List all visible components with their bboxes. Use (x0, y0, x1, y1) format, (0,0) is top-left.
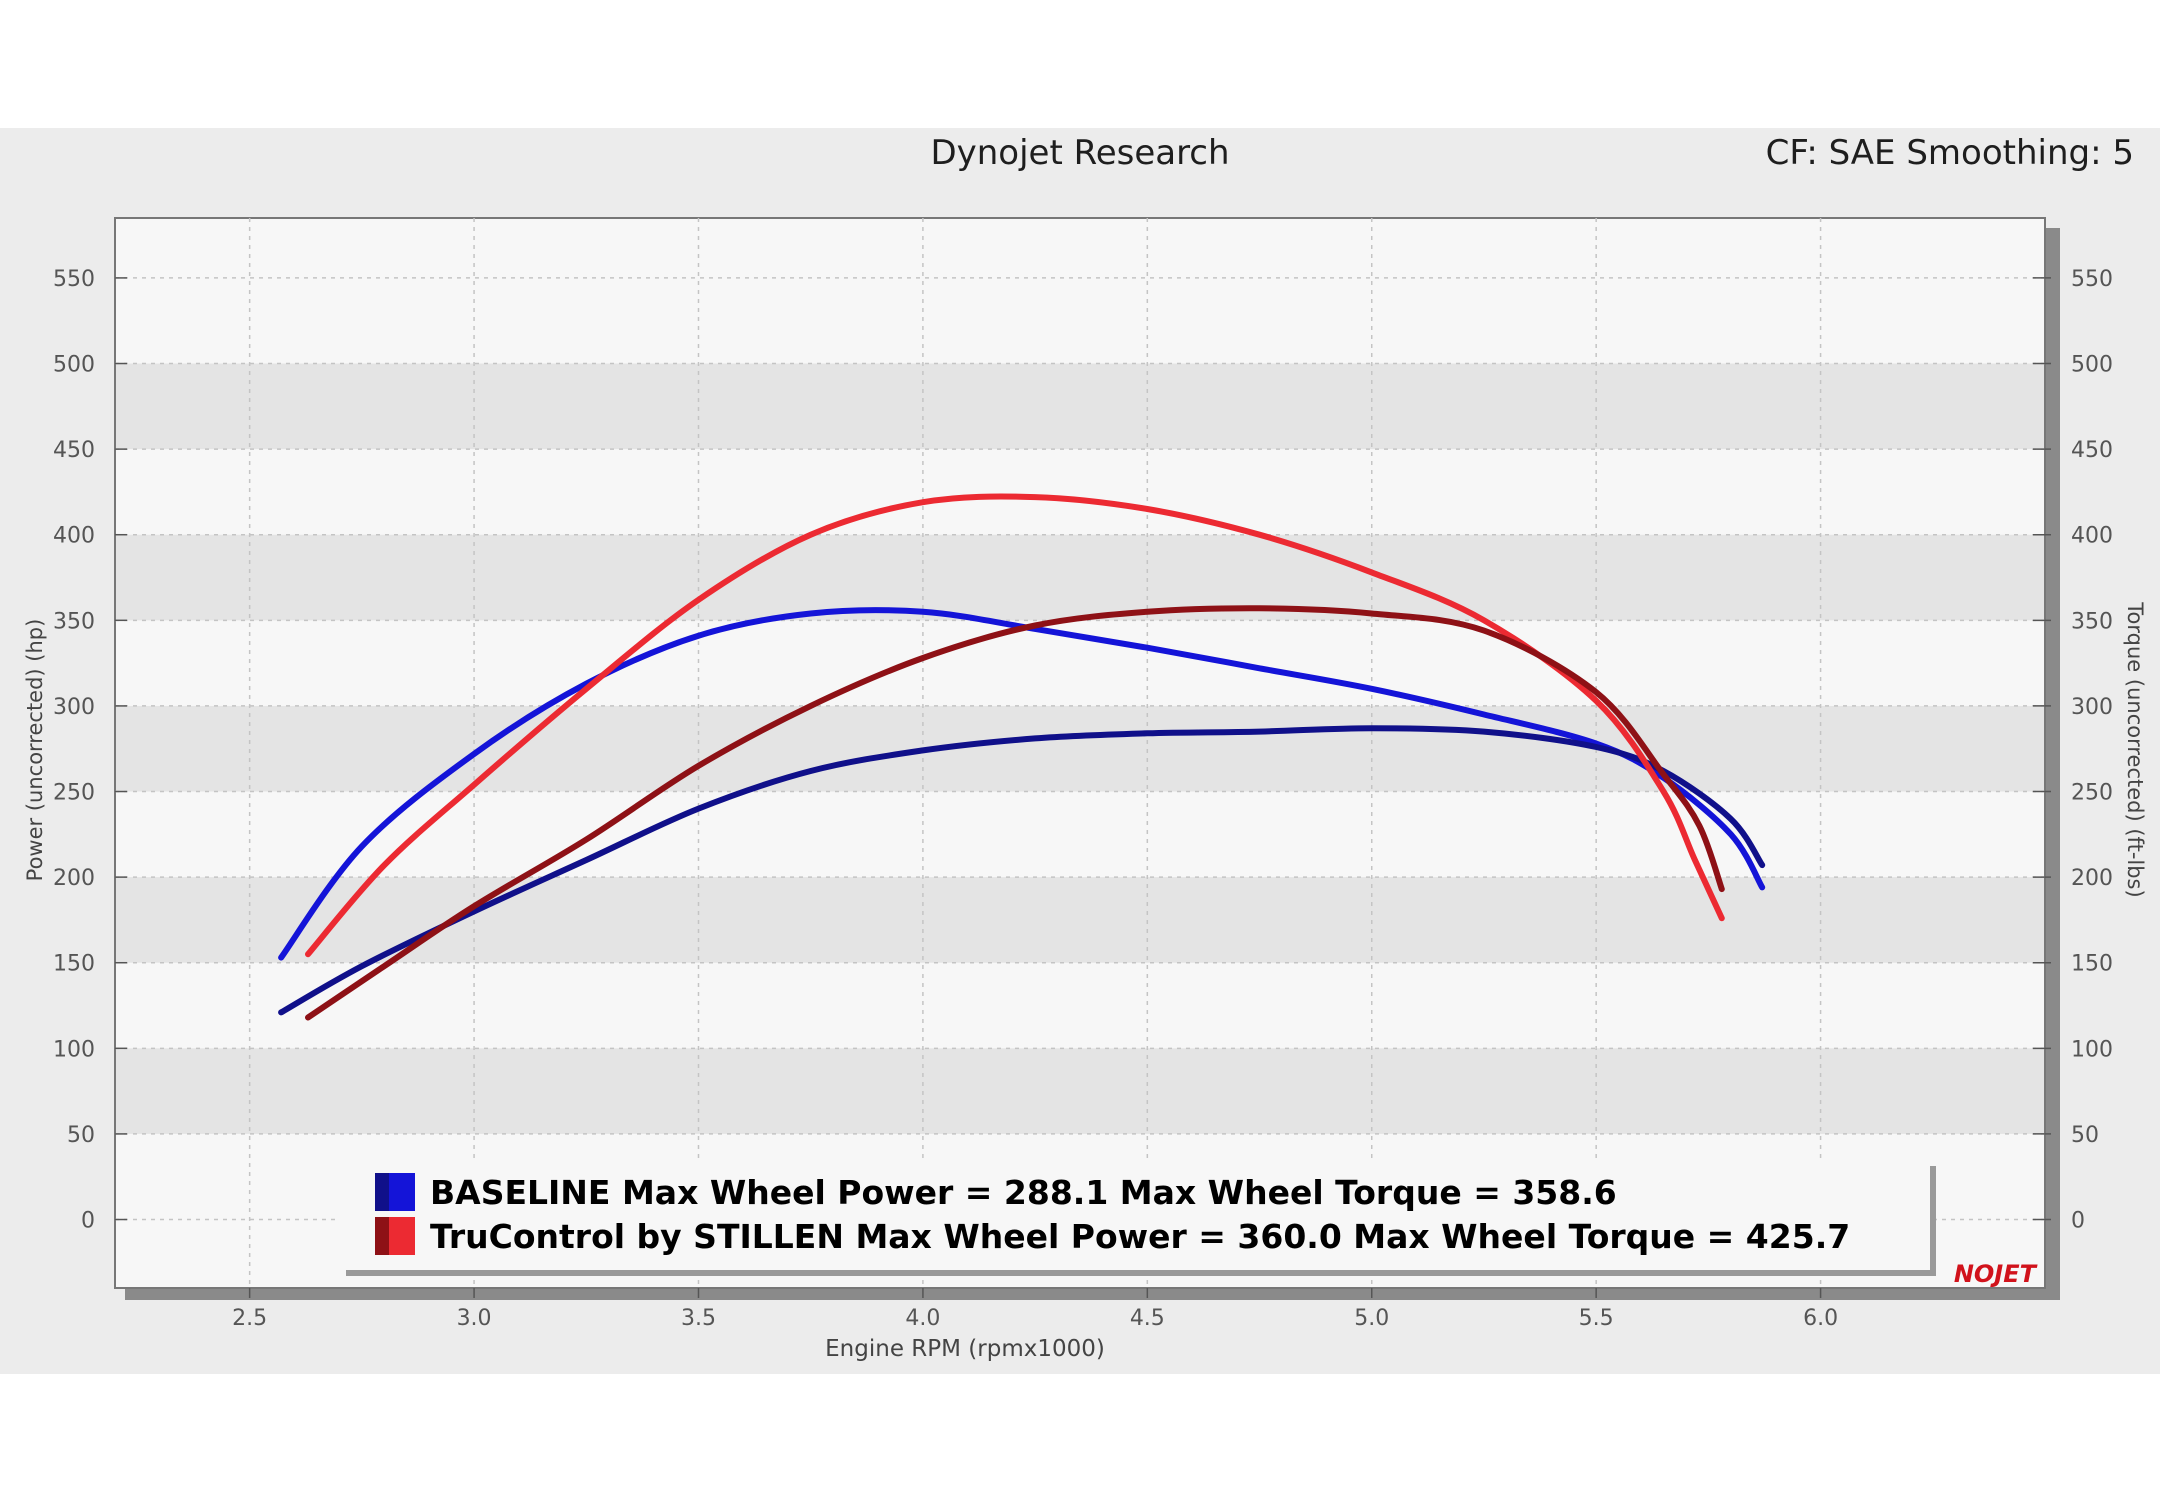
y-tick-label-right: 100 (2071, 1037, 2113, 1062)
y-tick-label-left: 550 (53, 267, 95, 292)
y-tick-label-right: 400 (2071, 524, 2113, 549)
y-axis-label-left: Power (uncorrected) (hp) (23, 619, 47, 882)
plot-band (116, 705, 2044, 792)
x-tick-label: 2.5 (232, 1306, 267, 1331)
y-tick-label-left: 50 (67, 1123, 95, 1148)
y-tick-label-right: 50 (2071, 1123, 2099, 1148)
legend-box (340, 1160, 1930, 1270)
y-tick-label-left: 400 (53, 524, 95, 549)
legend-swatch-baseline-dark (375, 1173, 389, 1211)
series-lines (278, 493, 1766, 1021)
y-tick-label-right: 350 (2071, 609, 2113, 634)
chart-settings: CF: SAE Smoothing: 5 (1766, 133, 2134, 173)
y-tick-label-left: 250 (53, 781, 95, 806)
x-tick-label: 4.0 (905, 1306, 940, 1331)
y-tick-label-left: 0 (81, 1209, 95, 1234)
y-axis-right: 0 50 100 150 200 250 300 350 400 450 500 550 (2033, 267, 2113, 1234)
y-tick-label-right: 200 (2071, 866, 2113, 891)
x-tick-label: 4.5 (1130, 1306, 1165, 1331)
y-tick-label-left: 350 (53, 609, 95, 634)
series-line-baseline-torque (278, 607, 1766, 961)
y-axis-left: 0 50 100 150 200 250 300 350 400 450 500 550 (53, 267, 127, 1234)
y-tick-label-left: 500 (53, 353, 95, 378)
plot-bands (116, 363, 2044, 1134)
legend-label-baseline: BASELINE Max Wheel Power = 288.1 Max Whe… (430, 1173, 1617, 1212)
plot-band (116, 1048, 2044, 1134)
y-tick-label-right: 300 (2071, 695, 2113, 720)
y-tick-label-left: 100 (53, 1037, 95, 1062)
x-tick-label: 6.0 (1803, 1306, 1838, 1331)
y-tick-label-right: 150 (2071, 952, 2113, 977)
y-tick-label-left: 300 (53, 695, 95, 720)
x-tick-label: 3.5 (681, 1306, 716, 1331)
dynojet-logo: NOJET (1954, 1260, 2038, 1288)
x-tick-label: 5.5 (1579, 1306, 1614, 1331)
legend: BASELINE Max Wheel Power = 288.1 Max Whe… (340, 1160, 1936, 1276)
x-axis: 2.5 3.0 3.5 4.0 4.5 5.0 5.5 6.0 (232, 1288, 1838, 1331)
series-line-trucontrol-by-stillen-power (305, 605, 1725, 1021)
y-axis-label-right: Torque (uncorrected) (ft-lbs) (2123, 601, 2147, 897)
y-tick-label-left: 200 (53, 866, 95, 891)
y-tick-label-right: 250 (2071, 781, 2113, 806)
y-tick-label-right: 500 (2071, 353, 2113, 378)
y-tick-label-right: 450 (2071, 438, 2113, 463)
y-tick-label-left: 150 (53, 952, 95, 977)
x-tick-label: 3.0 (457, 1306, 492, 1331)
x-tick-label: 5.0 (1354, 1306, 1389, 1331)
plot-band (116, 534, 2044, 621)
y-tick-label-right: 550 (2071, 267, 2113, 292)
series-line-trucontrol-by-stillen-torque (305, 493, 1725, 958)
chart-title: Dynojet Research (930, 133, 1229, 173)
series-line-baseline-power (278, 725, 1766, 1016)
legend-label-trucontrol: TruControl by STILLEN Max Wheel Power = … (430, 1217, 1850, 1256)
legend-swatch-trucontrol-dark (375, 1217, 389, 1255)
y-tick-label-right: 0 (2071, 1209, 2085, 1234)
plot-band (116, 363, 2044, 450)
y-tick-label-left: 450 (53, 438, 95, 463)
x-axis-label: Engine RPM (rpmx1000) (825, 1336, 1105, 1362)
